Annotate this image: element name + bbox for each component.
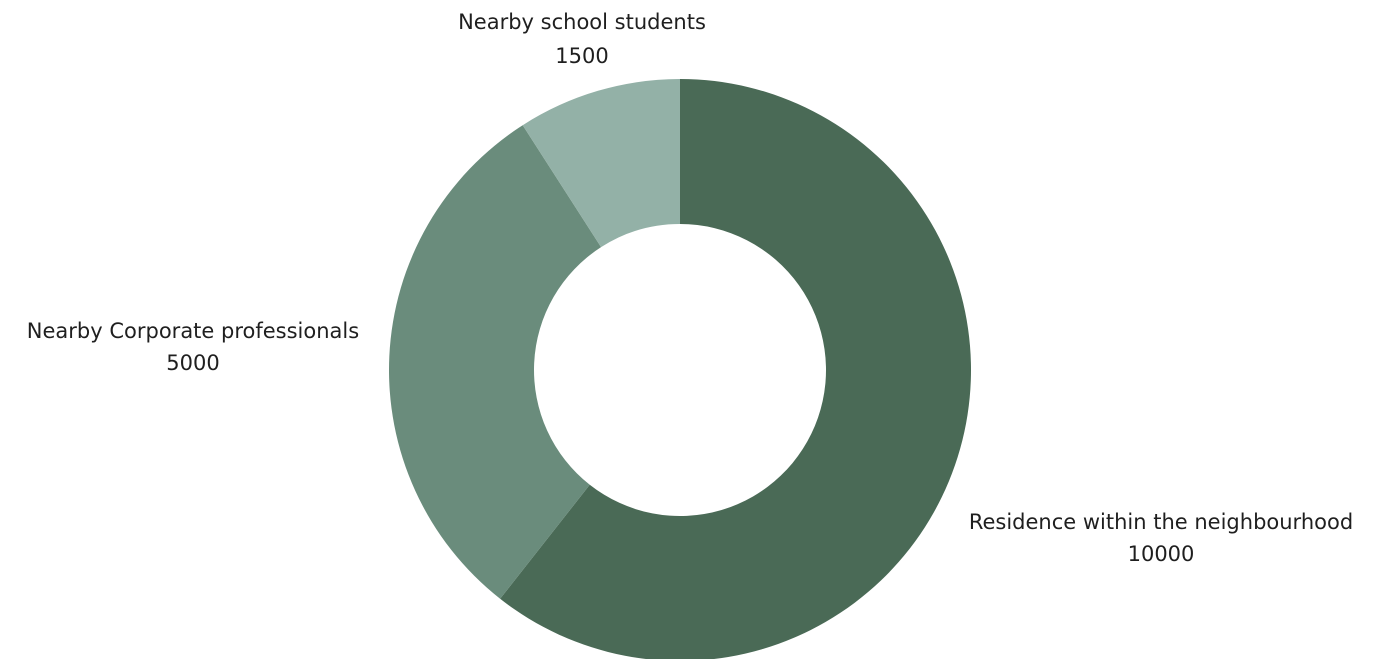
labels-layer: Residence within the neighbourhood 10000… — [27, 10, 1353, 566]
slice-label-corporate: Nearby Corporate professionals — [27, 319, 359, 343]
slice-value-residence: 10000 — [1128, 542, 1195, 566]
slice-label-students: Nearby school students — [458, 10, 706, 34]
slice-value-corporate: 5000 — [166, 351, 219, 375]
slice-nearby-school-students — [522, 79, 680, 248]
slice-residence-within-the-neighbourhood — [500, 79, 971, 661]
slices-layer — [388, 79, 971, 661]
slice-value-students: 1500 — [555, 44, 608, 68]
slice-nearby-corporate-professionals — [388, 125, 602, 599]
slice-label-residence: Residence within the neighbourhood — [969, 510, 1353, 534]
